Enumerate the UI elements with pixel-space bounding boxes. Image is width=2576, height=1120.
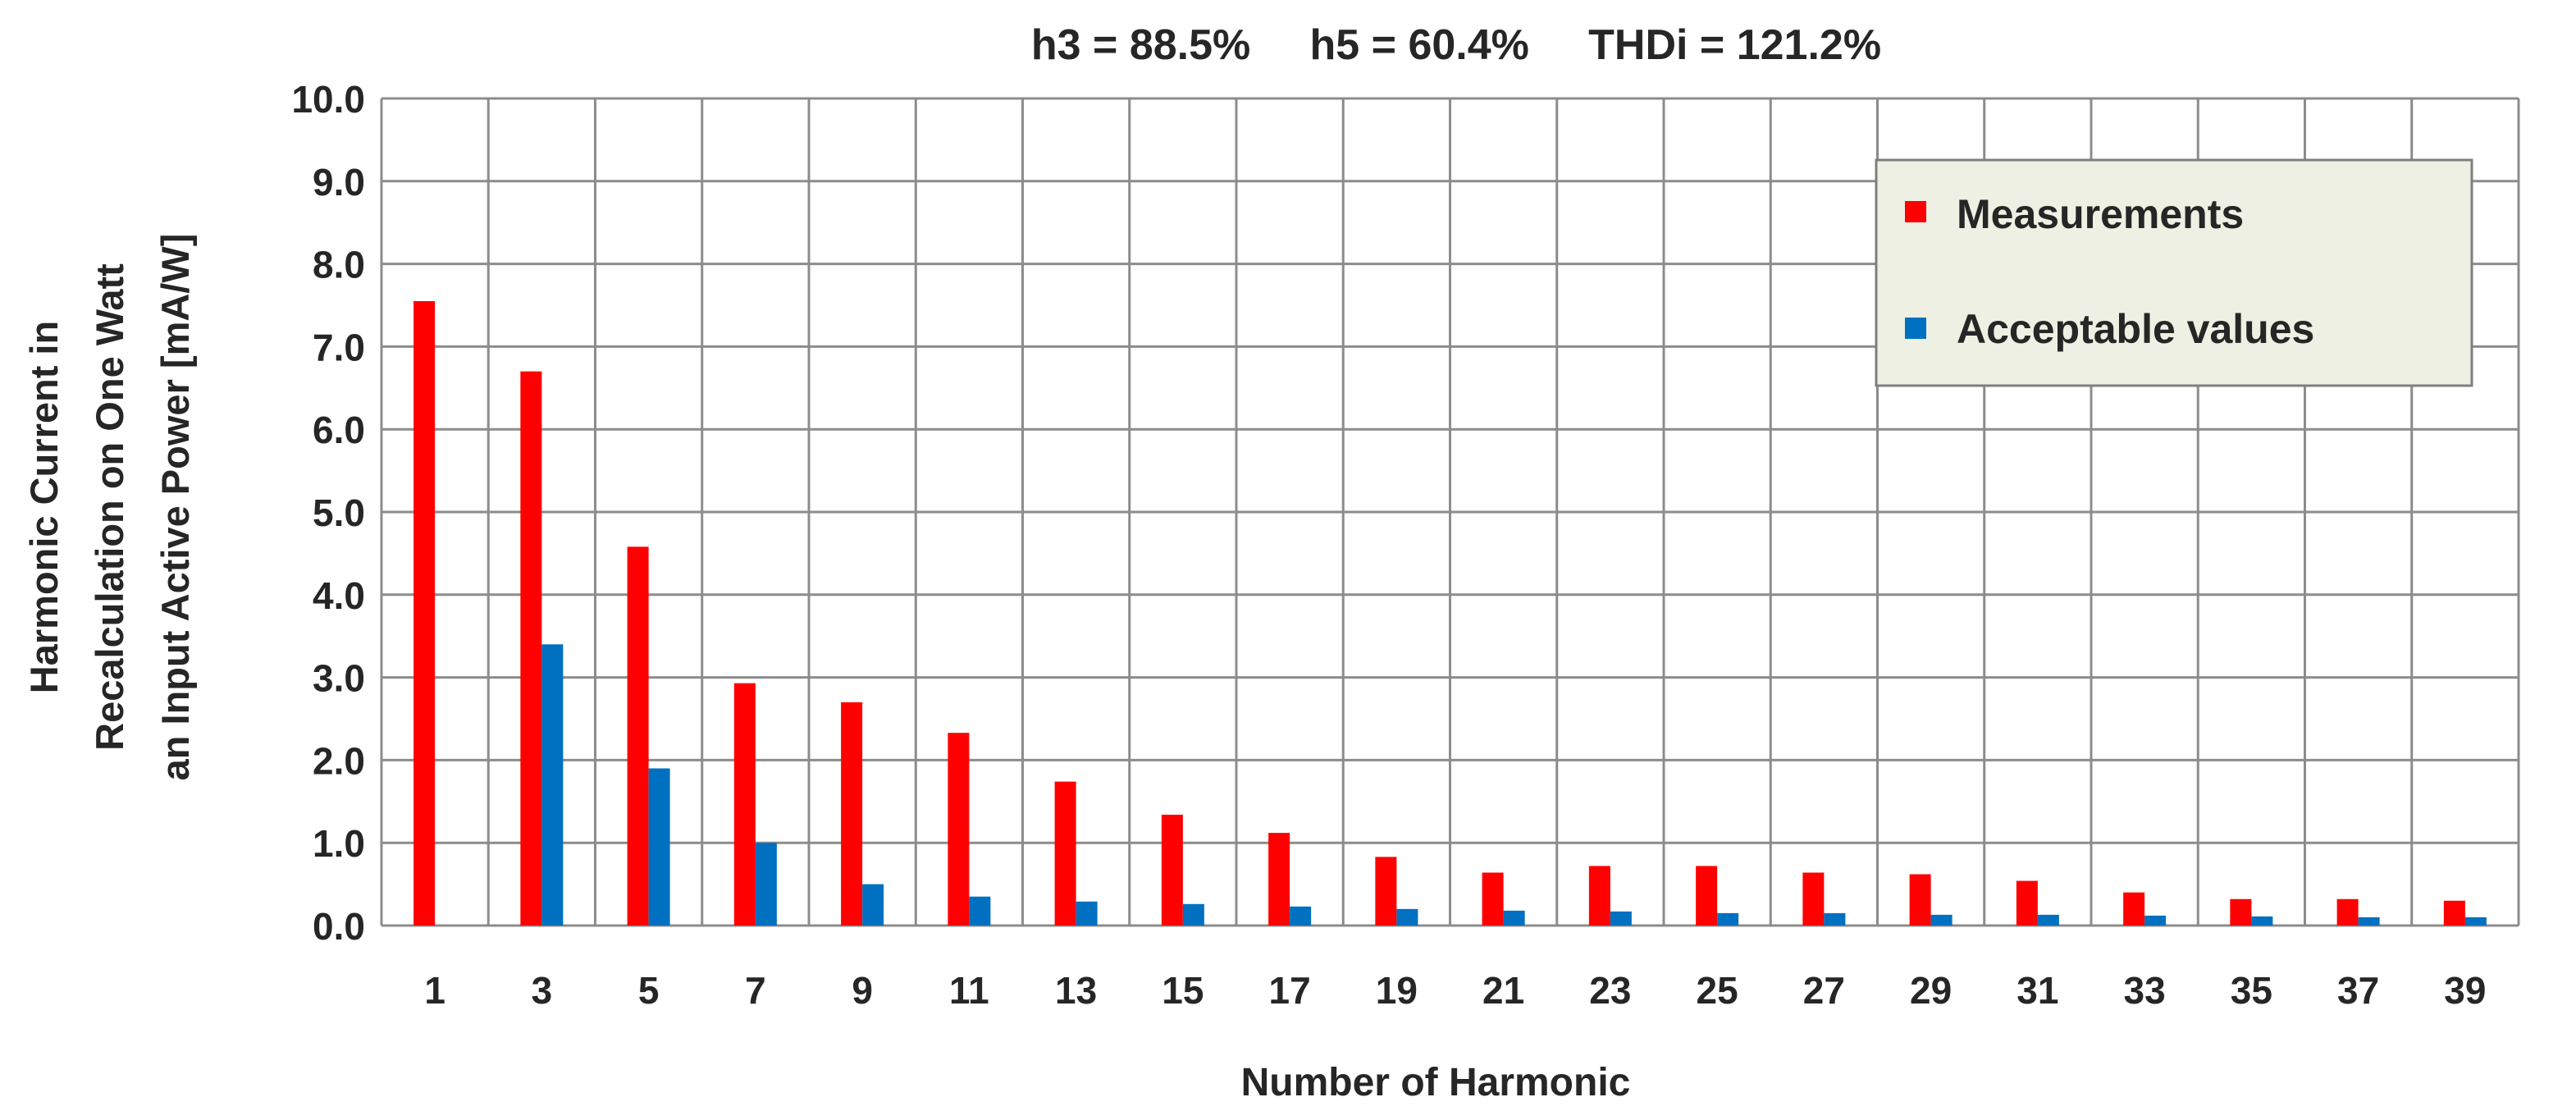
bar-measurements-h3 [520,371,542,926]
x-tick-label: 21 [1482,969,1524,1012]
bar-measurements-h29 [1909,874,1931,926]
bar-measurements-h9 [841,702,863,926]
legend: Measurements Acceptable values [1875,158,2473,387]
bar-acceptable-values-h39 [2464,917,2487,926]
bar-measurements-h13 [1054,781,1076,926]
chart-title: h3 = 88.5% h5 = 60.4% THDi = 121.2% [1031,21,1881,69]
x-tick-label: 5 [638,969,660,1012]
x-tick-label: 15 [1162,969,1204,1012]
x-tick-label: 3 [532,969,553,1012]
x-tick-label: 19 [1376,969,1418,1012]
x-tick-label: 13 [1055,969,1097,1012]
y-tick-label: 10.0 [291,78,365,121]
y-tick-label: 0.0 [313,905,365,948]
legend-swatch-measurements [1905,201,1926,222]
x-tick-label: 1 [424,969,445,1012]
legend-label-measurements: Measurements [1957,191,2244,237]
bar-acceptable-values-h31 [2037,914,2059,926]
bar-acceptable-values-h17 [1290,906,1312,926]
y-axis-label-line-2: Recalculation on One Watt [88,263,131,751]
bar-measurements-h25 [1696,866,1718,926]
bar-acceptable-values-h3 [541,644,564,926]
x-tick-label: 7 [745,969,766,1012]
bar-acceptable-values-h37 [2358,917,2380,926]
x-tick-label: 9 [852,969,873,1012]
x-tick-label: 17 [1269,969,1311,1012]
bar-measurements-h23 [1588,866,1610,926]
y-tick-label: 2.0 [313,739,365,782]
bar-measurements-h11 [948,733,970,926]
y-tick-label: 1.0 [313,822,365,865]
bar-acceptable-values-h27 [1824,912,1846,926]
bar-acceptable-values-h11 [969,896,991,926]
bar-acceptable-values-h25 [1717,912,1739,926]
x-tick-label: 33 [2124,969,2166,1012]
x-tick-label: 27 [1803,969,1845,1012]
grid-layer [380,97,2520,927]
y-tick-label: 8.0 [313,244,365,286]
bar-measurements-h35 [2230,898,2252,926]
x-tick-label: 29 [1910,969,1952,1012]
x-axis-label: Number of Harmonic [1241,1061,1631,1104]
bar-measurements-h33 [2123,892,2145,926]
bar-acceptable-values-h9 [862,884,884,926]
y-tick-label: 6.0 [313,409,365,451]
y-tick-label: 5.0 [313,491,365,534]
bar-acceptable-values-h19 [1396,908,1418,926]
legend-label-acceptable-values: Acceptable values [1957,306,2314,352]
bar-acceptable-values-h5 [648,768,670,926]
y-tick-label: 4.0 [313,574,365,617]
bar-measurements-h21 [1482,872,1504,926]
x-tick-label: 23 [1589,969,1631,1012]
bar-acceptable-values-h23 [1610,911,1632,926]
bar-measurements-h39 [2443,900,2465,926]
bar-measurements-h7 [733,683,756,926]
bar-measurements-h1 [413,300,436,926]
bar-acceptable-values-h35 [2251,916,2273,926]
y-tick-label: 9.0 [313,161,365,203]
bar-acceptable-values-h33 [2144,915,2167,926]
legend-swatch-acceptable-values [1905,318,1926,339]
bar-measurements-h37 [2336,898,2359,926]
bars-layer [413,300,2487,926]
y-axis-label-line-3: an Input Active Power [mA/W] [153,234,197,781]
bar-measurements-h15 [1161,814,1183,926]
bar-acceptable-values-h29 [1930,914,1953,926]
bar-acceptable-values-h13 [1076,901,1098,926]
bar-measurements-h17 [1268,833,1290,926]
bar-measurements-h27 [1802,872,1825,926]
x-tick-label: 37 [2337,969,2379,1012]
x-tick-labels: 1 3 5 7 9 11 13 15 17 19 21 23 25 27 29 31 33 35 37 39 [424,969,2486,1012]
bar-measurements-h31 [2016,880,2038,926]
x-tick-label: 25 [1697,969,1738,1012]
legend-box [1875,158,2473,387]
y-axis-label-line-1: Harmonic Current in [22,321,66,693]
x-tick-label: 35 [2231,969,2272,1012]
bar-acceptable-values-h21 [1503,910,1525,926]
y-axis-label: Harmonic Current in Recalculation on One… [22,234,197,781]
bar-measurements-h5 [627,546,649,926]
bar-acceptable-values-h7 [755,843,777,926]
x-tick-label: 31 [2016,969,2058,1012]
y-tick-label: 3.0 [313,657,365,700]
y-tick-labels: 0.0 1.0 2.0 3.0 4.0 5.0 6.0 7.0 8.0 9.0 10.0 [291,78,365,948]
bar-measurements-h19 [1375,857,1397,926]
y-tick-label: 7.0 [313,326,365,368]
x-tick-label: 39 [2444,969,2486,1012]
x-tick-label: 11 [949,969,989,1012]
bar-acceptable-values-h15 [1182,903,1204,926]
